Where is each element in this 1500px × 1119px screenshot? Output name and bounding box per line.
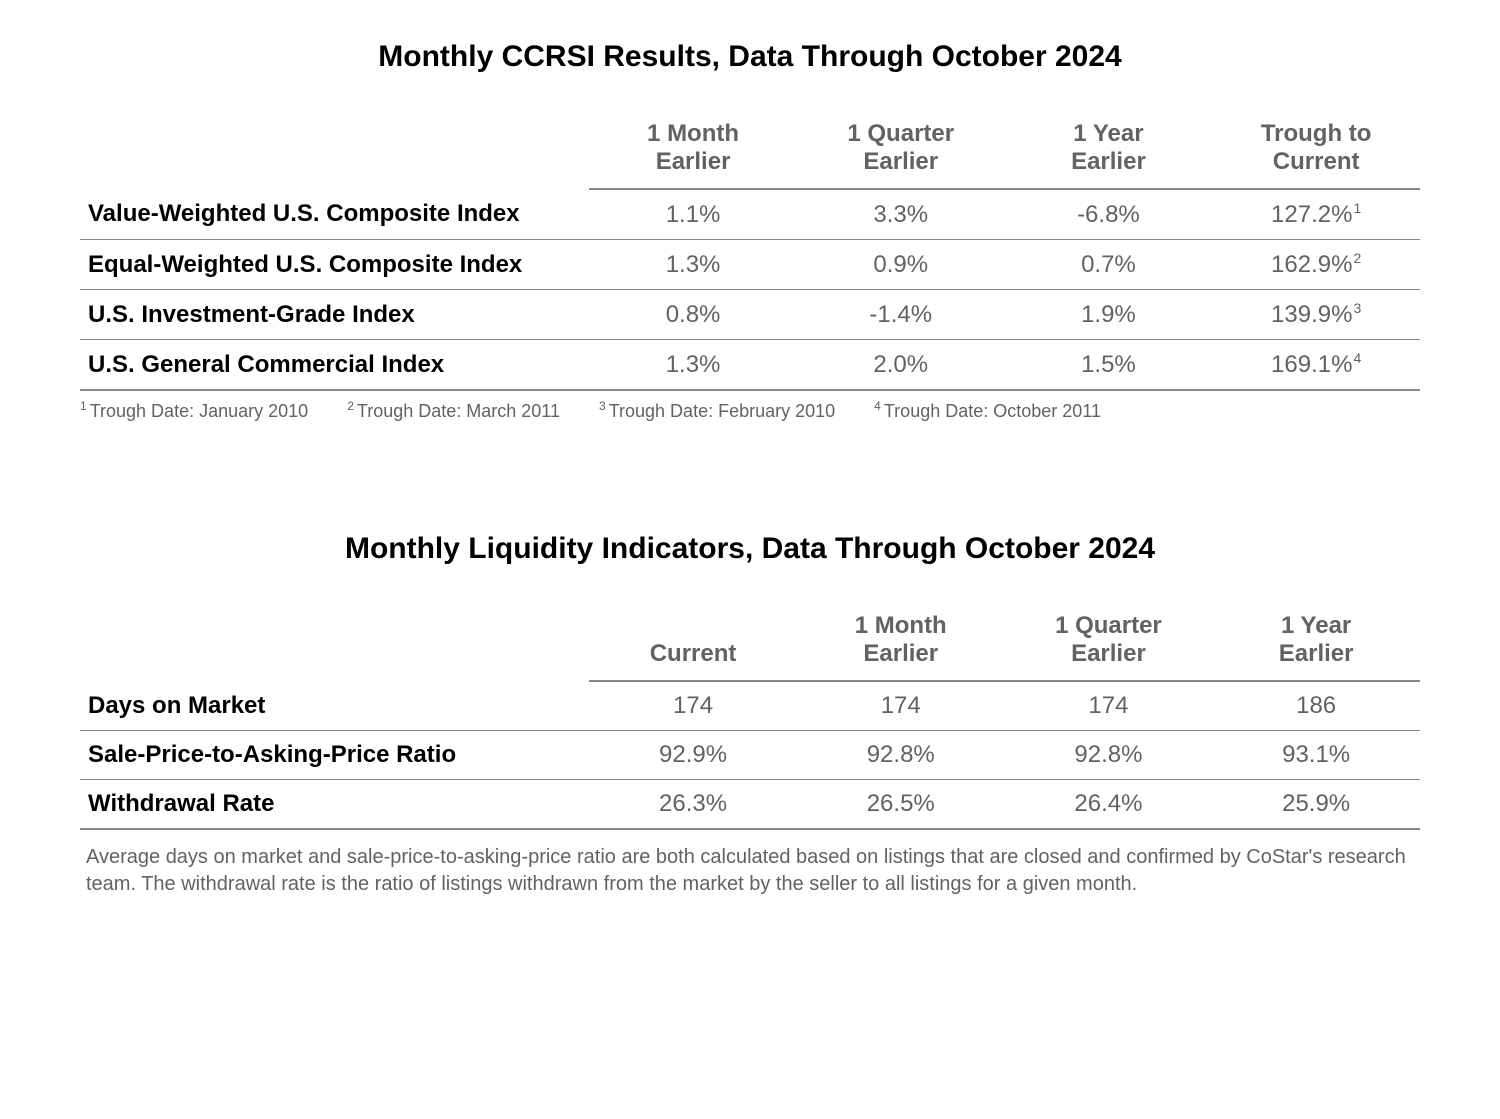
footnote-num: 2 (347, 399, 354, 413)
footnote-marker: 4 (1353, 350, 1361, 366)
row-label: Equal-Weighted U.S. Composite Index (80, 240, 589, 290)
liquidity-header-row: Current 1 Month Earlier 1 Quarter Earlie… (80, 606, 1420, 681)
cell-value: 174 (797, 681, 1005, 731)
col-header-text: 1 Quarter (847, 120, 954, 147)
footnote-item: 3Trough Date: February 2010 (599, 399, 835, 422)
col-header-current: Current (589, 606, 797, 681)
col-header-1quarter: 1 Quarter Earlier (1005, 606, 1213, 681)
row-label: Days on Market (80, 681, 589, 731)
col-header-text: Earlier (1071, 148, 1146, 175)
footnote-text: Trough Date: January 2010 (90, 401, 308, 421)
ccrsi-title: Monthly CCRSI Results, Data Through Octo… (80, 40, 1420, 74)
cell-value: 26.5% (797, 780, 1005, 830)
ccrsi-header-row: 1 Month Earlier 1 Quarter Earlier 1 Year… (80, 114, 1420, 189)
cell-value: 0.8% (589, 290, 797, 340)
table-row: Sale-Price-to-Asking-Price Ratio 92.9% 9… (80, 731, 1420, 780)
footnote-num: 4 (874, 399, 881, 413)
cell-value: 139.9%3 (1212, 290, 1420, 340)
row-label: U.S. Investment-Grade Index (80, 290, 589, 340)
cell-value: 3.3% (797, 189, 1005, 240)
cell-value: 92.8% (1005, 731, 1213, 780)
col-header-text: 1 Year (1281, 612, 1351, 639)
cell-value: 92.9% (589, 731, 797, 780)
table-row: Withdrawal Rate 26.3% 26.5% 26.4% 25.9% (80, 780, 1420, 830)
col-header-text: 1 Month (647, 120, 739, 147)
cell-value-text: 162.9% (1271, 251, 1352, 278)
col-header-text: Earlier (863, 640, 938, 667)
blank-header (80, 114, 589, 189)
footnote-marker: 2 (1353, 250, 1361, 266)
cell-value: 186 (1212, 681, 1420, 731)
row-label: U.S. General Commercial Index (80, 340, 589, 391)
col-header-text: 1 Month (855, 612, 947, 639)
ccrsi-footnotes: 1Trough Date: January 2010 2Trough Date:… (80, 399, 1420, 422)
col-header-text: 1 Year (1073, 120, 1143, 147)
col-header-1year: 1 Year Earlier (1005, 114, 1213, 189)
cell-value: 169.1%4 (1212, 340, 1420, 391)
row-label: Value-Weighted U.S. Composite Index (80, 189, 589, 240)
cell-value: 1.3% (589, 240, 797, 290)
cell-value: 174 (589, 681, 797, 731)
col-header-text: Earlier (656, 148, 731, 175)
footnote-text: Trough Date: February 2010 (609, 401, 835, 421)
table-row: U.S. General Commercial Index 1.3% 2.0% … (80, 340, 1420, 391)
col-header-text: Current (650, 640, 737, 667)
col-header-trough: Trough to Current (1212, 114, 1420, 189)
cell-value-text: 139.9% (1271, 301, 1352, 328)
ccrsi-table: 1 Month Earlier 1 Quarter Earlier 1 Year… (80, 114, 1420, 391)
footnote-text: Trough Date: March 2011 (357, 401, 560, 421)
liquidity-table: Current 1 Month Earlier 1 Quarter Earlie… (80, 606, 1420, 830)
footnote-num: 1 (80, 399, 87, 413)
col-header-text: Trough to (1261, 120, 1372, 147)
cell-value: 162.9%2 (1212, 240, 1420, 290)
page: Monthly CCRSI Results, Data Through Octo… (0, 0, 1500, 1119)
col-header-1month: 1 Month Earlier (589, 114, 797, 189)
col-header-text: Earlier (1071, 640, 1146, 667)
footnote-item: 4Trough Date: October 2011 (874, 399, 1101, 422)
cell-value: 93.1% (1212, 731, 1420, 780)
liquidity-disclaimer: Average days on market and sale-price-to… (80, 844, 1420, 898)
liquidity-title: Monthly Liquidity Indicators, Data Throu… (80, 532, 1420, 566)
row-label: Withdrawal Rate (80, 780, 589, 830)
col-header-text: Earlier (1279, 640, 1354, 667)
cell-value: 1.1% (589, 189, 797, 240)
col-header-text: Current (1273, 148, 1360, 175)
cell-value: 0.7% (1005, 240, 1213, 290)
col-header-1year: 1 Year Earlier (1212, 606, 1420, 681)
row-label: Sale-Price-to-Asking-Price Ratio (80, 731, 589, 780)
footnote-item: 2Trough Date: March 2011 (347, 399, 560, 422)
cell-value-text: 169.1% (1271, 351, 1352, 378)
cell-value: -1.4% (797, 290, 1005, 340)
cell-value: 1.5% (1005, 340, 1213, 391)
footnote-marker: 1 (1353, 200, 1361, 216)
cell-value: 0.9% (797, 240, 1005, 290)
liquidity-section: Monthly Liquidity Indicators, Data Throu… (80, 532, 1420, 898)
footnote-num: 3 (599, 399, 606, 413)
table-row: U.S. Investment-Grade Index 0.8% -1.4% 1… (80, 290, 1420, 340)
footnote-text: Trough Date: October 2011 (884, 401, 1101, 421)
footnote-marker: 3 (1353, 300, 1361, 316)
cell-value-text: 127.2% (1271, 201, 1352, 228)
cell-value: 2.0% (797, 340, 1005, 391)
col-header-text: Earlier (863, 148, 938, 175)
col-header-text: 1 Quarter (1055, 612, 1162, 639)
table-row: Value-Weighted U.S. Composite Index 1.1%… (80, 189, 1420, 240)
col-header-1quarter: 1 Quarter Earlier (797, 114, 1005, 189)
blank-header (80, 606, 589, 681)
cell-value: 25.9% (1212, 780, 1420, 830)
col-header-1month: 1 Month Earlier (797, 606, 1005, 681)
cell-value: -6.8% (1005, 189, 1213, 240)
cell-value: 174 (1005, 681, 1213, 731)
ccrsi-section: Monthly CCRSI Results, Data Through Octo… (80, 40, 1420, 422)
footnote-item: 1Trough Date: January 2010 (80, 399, 308, 422)
cell-value: 127.2%1 (1212, 189, 1420, 240)
cell-value: 1.9% (1005, 290, 1213, 340)
table-row: Days on Market 174 174 174 186 (80, 681, 1420, 731)
cell-value: 26.3% (589, 780, 797, 830)
cell-value: 26.4% (1005, 780, 1213, 830)
table-row: Equal-Weighted U.S. Composite Index 1.3%… (80, 240, 1420, 290)
cell-value: 1.3% (589, 340, 797, 391)
cell-value: 92.8% (797, 731, 1005, 780)
